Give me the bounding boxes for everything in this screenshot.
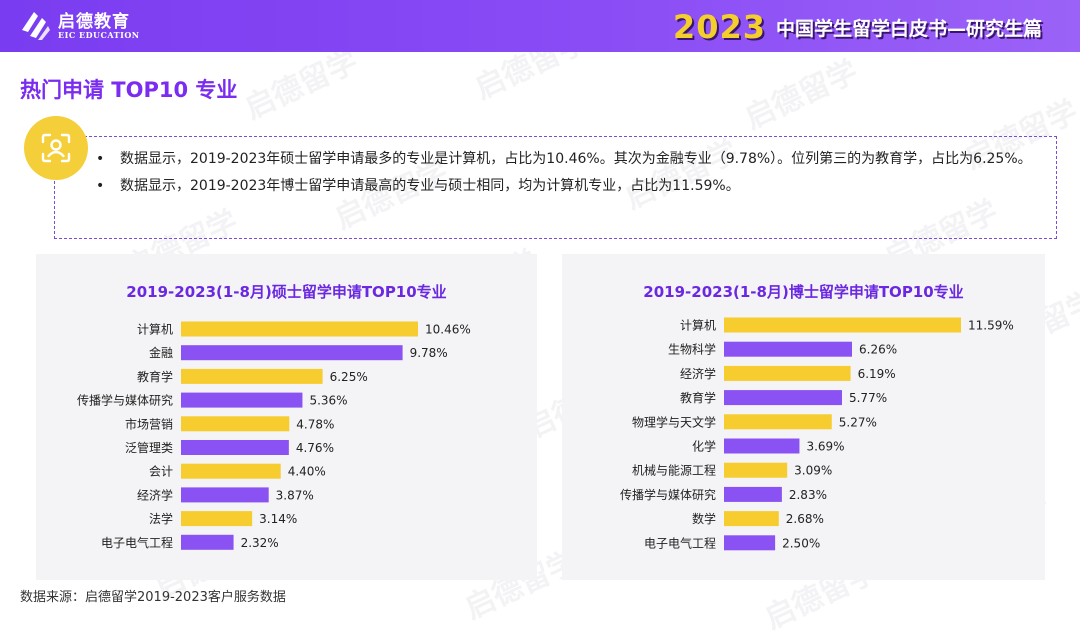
category-label: 金融 <box>149 345 173 360</box>
value-label: 3.69% <box>806 440 844 454</box>
header-title-group: 2023 中国学生留学白皮书—研究生篇 <box>673 8 1042 46</box>
bar <box>724 390 842 406</box>
category-label: 传播学与媒体研究 <box>620 487 716 502</box>
category-label: 机械与能源工程 <box>632 463 716 478</box>
category-label: 数学 <box>692 511 716 526</box>
bar <box>724 511 779 527</box>
category-label: 化学 <box>692 439 716 454</box>
bar <box>181 511 253 527</box>
value-label: 11.59% <box>968 319 1014 333</box>
bar <box>181 487 269 503</box>
section-title: 热门申请 TOP10 专业 <box>20 78 238 102</box>
value-label: 10.46% <box>425 323 471 337</box>
logo-subtext: EIC EDUCATION <box>58 30 140 40</box>
category-label: 经济学 <box>680 366 716 381</box>
data-source-note: 数据来源：启德留学2019-2023客户服务数据 <box>20 590 286 605</box>
category-label: 经济学 <box>137 487 173 502</box>
masters-chart: 计算机 10.46% 金融 9.78% 教育学 6.25% 传播学与媒体研究 5.36% 市场营… <box>77 321 471 550</box>
bar <box>181 534 234 550</box>
value-label: 6.19% <box>858 367 896 381</box>
value-label: 4.78% <box>296 417 334 431</box>
bar <box>181 392 303 408</box>
value-label: 6.25% <box>330 370 368 384</box>
summary-bullets: 数据显示，2019-2023年硕士留学申请最多的专业是计算机，占比为10.46%… <box>96 148 1046 202</box>
bar <box>724 486 782 502</box>
category-label: 计算机 <box>137 322 173 337</box>
category-label: 电子电气工程 <box>644 535 716 550</box>
category-label: 电子电气工程 <box>101 535 173 550</box>
bar <box>724 438 800 454</box>
value-label: 4.76% <box>296 441 334 455</box>
bar <box>181 463 281 479</box>
value-label: 2.50% <box>782 536 820 550</box>
category-label: 教育学 <box>137 369 173 384</box>
value-label: 3.14% <box>259 512 297 526</box>
header-year: 2023 <box>672 8 766 46</box>
value-label: 2.68% <box>786 512 824 526</box>
phd-chart: 计算机 11.59% 生物科学 6.26% 经济学 6.19% 教育学 5.77% 物理学与天文… <box>620 317 1014 551</box>
bar <box>724 317 961 333</box>
category-label: 物理学与天文学 <box>632 414 716 429</box>
bar <box>181 416 290 432</box>
category-label: 教育学 <box>680 390 716 405</box>
value-label: 5.36% <box>309 394 347 408</box>
category-label: 生物科学 <box>668 342 716 357</box>
value-label: 2.32% <box>241 536 279 550</box>
phd-chart-panel: 2019-2023(1-8月)博士留学申请TOP10专业 计算机 11.59% 生物… <box>562 254 1045 580</box>
category-label: 计算机 <box>680 318 716 333</box>
value-label: 5.27% <box>839 415 877 429</box>
category-label: 会计 <box>149 465 173 479</box>
value-label: 9.78% <box>410 346 448 360</box>
value-label: 6.26% <box>859 343 897 357</box>
value-label: 5.77% <box>849 391 887 405</box>
bar <box>724 414 832 430</box>
category-label: 传播学与媒体研究 <box>77 393 173 408</box>
value-label: 3.09% <box>794 464 832 478</box>
masters-chart-title: 2019-2023(1-8月)硕士留学申请TOP10专业 <box>126 283 447 301</box>
summary-bullet: 数据显示，2019-2023年博士留学申请最高的专业与硕士相同，均为计算机专业，… <box>96 175 1046 197</box>
bar <box>724 365 851 381</box>
header-title: 中国学生留学白皮书—研究生篇 <box>775 17 1042 40</box>
bar <box>724 341 853 357</box>
bar <box>181 321 418 337</box>
watermark-text: 启德留学 <box>739 53 864 137</box>
bar <box>181 345 403 361</box>
logo-text: 启德教育 <box>58 12 130 32</box>
user-scan-icon <box>41 133 71 163</box>
bar <box>181 368 323 384</box>
masters-chart-panel: 2019-2023(1-8月)硕士留学申请TOP10专业 计算机 10.46% 金融… <box>36 254 537 580</box>
bar <box>724 535 776 551</box>
bar <box>724 462 788 478</box>
summary-bullet: 数据显示，2019-2023年硕士留学申请最多的专业是计算机，占比为10.46%… <box>96 148 1046 170</box>
summary-box <box>54 136 1057 239</box>
category-label: 市场营销 <box>125 416 173 431</box>
value-label: 2.83% <box>789 488 827 502</box>
value-label: 4.40% <box>288 465 326 479</box>
header-bar: 启德教育 EIC EDUCATION 2023 中国学生留学白皮书—研究生篇 <box>0 0 1080 52</box>
category-label: 法学 <box>149 511 173 526</box>
value-label: 3.87% <box>276 488 314 502</box>
bar <box>181 440 289 455</box>
logo-icon <box>22 12 50 40</box>
summary-badge <box>24 116 88 180</box>
phd-chart-title: 2019-2023(1-8月)博士留学申请TOP10专业 <box>643 283 964 301</box>
category-label: 泛管理类 <box>125 440 173 455</box>
